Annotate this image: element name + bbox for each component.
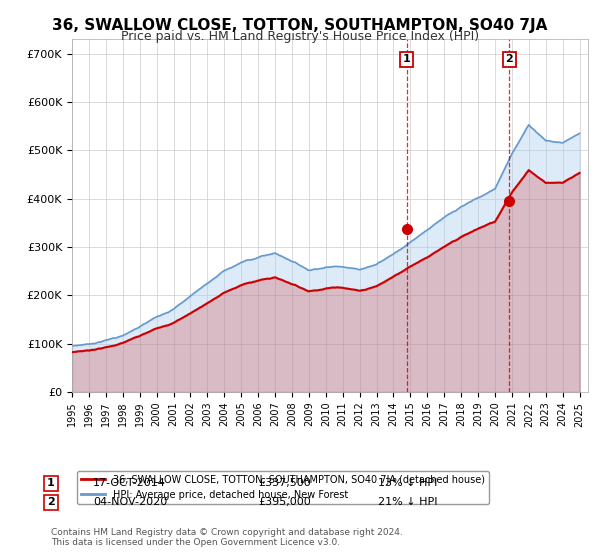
- Text: 1: 1: [47, 478, 55, 488]
- Text: Contains HM Land Registry data © Crown copyright and database right 2024.
This d: Contains HM Land Registry data © Crown c…: [51, 528, 403, 547]
- Text: 2: 2: [505, 54, 513, 64]
- Text: 04-NOV-2020: 04-NOV-2020: [93, 497, 167, 507]
- Text: 2: 2: [47, 497, 55, 507]
- Text: 13% ↓ HPI: 13% ↓ HPI: [378, 478, 437, 488]
- Text: £337,500: £337,500: [258, 478, 311, 488]
- Text: £395,000: £395,000: [258, 497, 311, 507]
- Text: 21% ↓ HPI: 21% ↓ HPI: [378, 497, 437, 507]
- Text: 17-OCT-2014: 17-OCT-2014: [93, 478, 166, 488]
- Text: 36, SWALLOW CLOSE, TOTTON, SOUTHAMPTON, SO40 7JA: 36, SWALLOW CLOSE, TOTTON, SOUTHAMPTON, …: [52, 18, 548, 33]
- Text: Price paid vs. HM Land Registry's House Price Index (HPI): Price paid vs. HM Land Registry's House …: [121, 30, 479, 43]
- Legend: 36, SWALLOW CLOSE, TOTTON, SOUTHAMPTON, SO40 7JA (detached house), HPI: Average : 36, SWALLOW CLOSE, TOTTON, SOUTHAMPTON, …: [77, 471, 489, 503]
- Text: 1: 1: [403, 54, 410, 64]
